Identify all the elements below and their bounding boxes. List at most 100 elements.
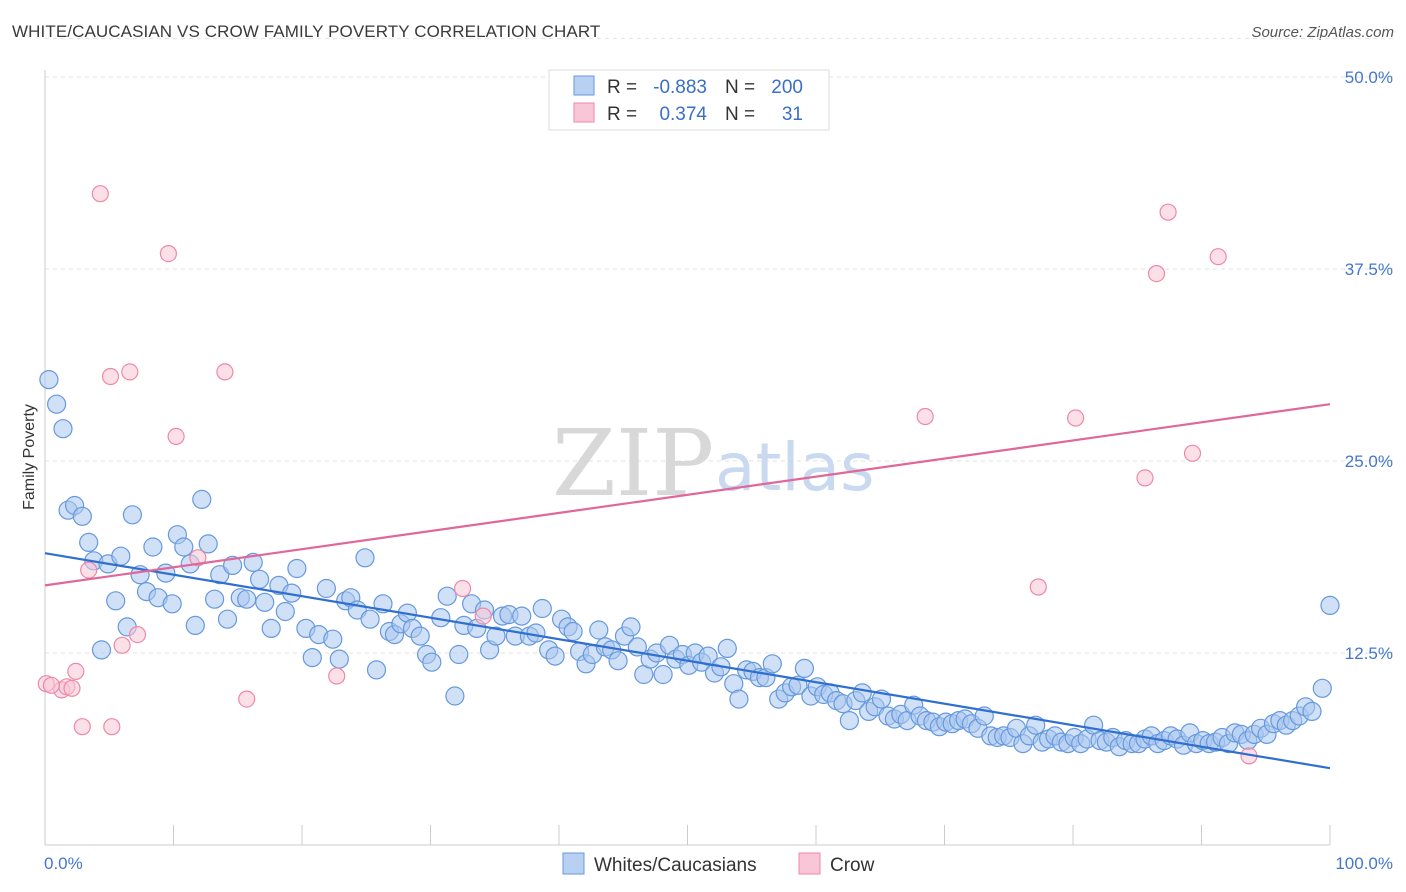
- data-point: [238, 690, 256, 708]
- y-tick-label: 12.5%: [1345, 644, 1393, 663]
- y-tick-labels: 12.5% 25.0% 37.5% 50.0%: [1345, 68, 1393, 663]
- legend-n-label: N =: [725, 104, 755, 125]
- data-point: [39, 370, 59, 390]
- data-point: [1066, 409, 1085, 427]
- y-tick-label: 37.5%: [1345, 260, 1393, 279]
- data-point: [852, 683, 872, 703]
- legend: R = -0.883 N = 200 R = 0.374 N = 31: [548, 69, 830, 131]
- y-axis-label: Family Poverty: [21, 404, 38, 510]
- legend-swatch-crow: [573, 102, 595, 123]
- data-point: [1183, 444, 1202, 462]
- data-point: [608, 651, 628, 671]
- data-point: [1320, 595, 1340, 616]
- data-point: [67, 662, 85, 681]
- watermark-atlas: atlas: [715, 429, 875, 506]
- data-point: [113, 636, 131, 654]
- data-point: [360, 609, 380, 629]
- chart-title: WHITE/CAUCASIAN VS CROW FAMILY POVERTY C…: [12, 22, 601, 41]
- x-ticks: [44, 825, 1331, 845]
- data-point: [189, 549, 207, 567]
- data-point: [79, 532, 99, 553]
- data-point: [121, 363, 139, 381]
- data-point: [287, 558, 307, 579]
- legend-n-value: 31: [782, 104, 803, 125]
- bottom-legend-swatch-crow: [798, 852, 821, 875]
- data-point: [80, 561, 98, 579]
- legend-box: [548, 69, 830, 131]
- data-point: [839, 710, 860, 731]
- data-point: [53, 419, 73, 439]
- data-point: [355, 548, 375, 568]
- data-point: [329, 649, 349, 669]
- data-point: [316, 578, 336, 599]
- data-point: [185, 615, 205, 636]
- y-tick-label: 50.0%: [1345, 68, 1393, 87]
- data-point: [174, 537, 194, 557]
- data-point: [794, 658, 815, 679]
- data-point: [1029, 578, 1047, 596]
- trend-line-crow: [44, 403, 1331, 587]
- data-point: [1136, 469, 1154, 487]
- source-label: Source: ZipAtlas.com: [1251, 24, 1394, 41]
- data-point: [328, 667, 346, 685]
- data-point: [422, 652, 442, 672]
- data-point: [717, 638, 737, 659]
- data-point: [474, 607, 492, 625]
- data-point: [205, 589, 225, 609]
- data-point: [162, 594, 182, 614]
- data-point: [217, 609, 238, 629]
- data-point: [91, 185, 109, 203]
- bottom-legend: Whites/Caucasians Crow: [562, 852, 875, 876]
- watermark: ZIP atlas: [552, 410, 875, 517]
- data-point: [729, 689, 749, 709]
- data-point: [167, 427, 185, 445]
- data-point: [243, 552, 263, 573]
- data-point: [72, 506, 92, 526]
- data-point: [111, 546, 131, 566]
- data-point: [512, 606, 532, 626]
- data-point: [545, 646, 565, 666]
- bottom-legend-label-whites: Whites/Caucasians: [594, 855, 757, 876]
- bottom-legend-label-crow: Crow: [830, 855, 875, 876]
- data-point: [255, 592, 275, 612]
- data-point: [101, 367, 120, 386]
- data-point: [532, 598, 552, 619]
- data-point: [1209, 248, 1227, 266]
- legend-r-value: 0.374: [659, 104, 707, 125]
- data-point: [449, 644, 469, 665]
- trend-lines: [44, 403, 1331, 770]
- bottom-legend-swatch-whites: [562, 852, 585, 875]
- data-point: [445, 686, 465, 706]
- x-tick-label-max: 100.0%: [1335, 854, 1393, 873]
- data-point: [42, 676, 61, 694]
- data-point: [103, 718, 121, 736]
- data-point: [621, 617, 641, 637]
- data-point: [563, 621, 583, 642]
- data-point: [91, 640, 112, 660]
- data-point: [366, 660, 387, 680]
- legend-n-value: 200: [771, 77, 803, 98]
- data-point: [128, 625, 147, 644]
- legend-r-label: R =: [607, 104, 637, 125]
- data-point: [198, 534, 218, 554]
- data-point: [192, 489, 212, 509]
- data-point: [261, 618, 281, 639]
- data-point: [526, 623, 546, 643]
- data-point: [589, 620, 609, 640]
- data-point: [437, 586, 457, 606]
- series-crow: [37, 185, 1258, 765]
- data-point: [486, 626, 506, 646]
- data-point: [106, 591, 126, 611]
- data-point: [250, 569, 270, 589]
- data-point: [323, 629, 343, 649]
- data-point: [275, 601, 295, 622]
- data-point: [143, 537, 163, 557]
- legend-r-label: R =: [607, 77, 637, 98]
- data-point: [916, 407, 934, 426]
- data-point: [223, 555, 243, 576]
- legend-swatch-whites: [573, 75, 595, 96]
- data-point: [159, 245, 177, 263]
- data-point: [1159, 203, 1177, 221]
- data-point: [1302, 701, 1322, 722]
- data-point: [410, 626, 430, 646]
